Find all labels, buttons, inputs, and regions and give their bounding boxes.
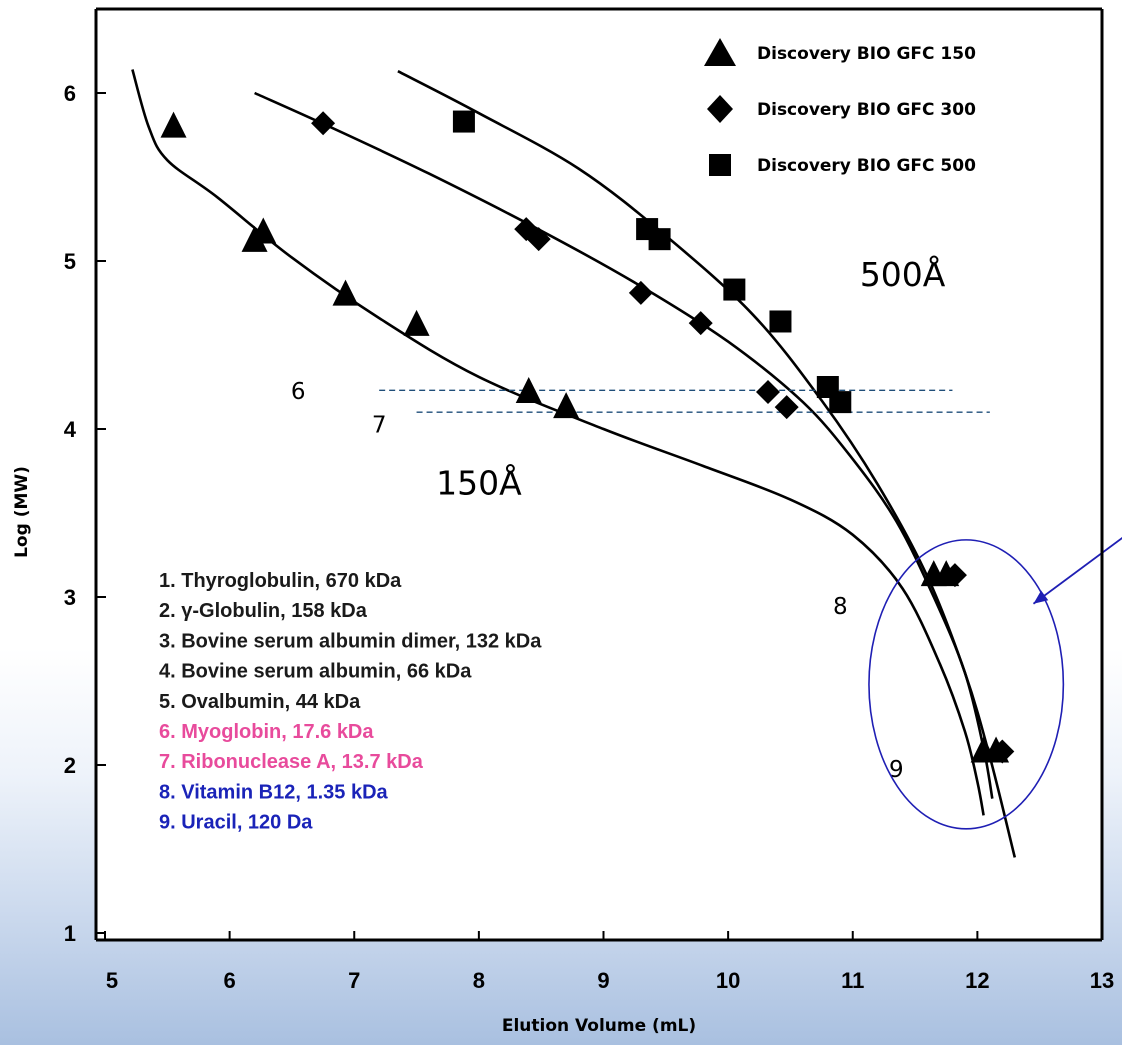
- x-tick-label: 5: [106, 968, 118, 993]
- compound-list-item: 7. Ribonuclease A, 13.7 kDa: [159, 751, 424, 773]
- data-markers: [160, 110, 1015, 764]
- legend-entry-label: Discovery BIO GFC 300: [757, 100, 976, 120]
- data-point-diamond: [942, 563, 967, 588]
- compound-list-item: 6. Myoglobin, 17.6 kDa: [159, 721, 374, 743]
- low-mw-highlight: [868, 536, 1122, 830]
- compound-list-item: 4. Bovine serum albumin, 66 kDa: [159, 661, 472, 683]
- x-tick-label: 12: [965, 968, 989, 993]
- data-point-diamond: [526, 227, 551, 252]
- data-point-triangle: [403, 309, 430, 336]
- data-point-square: [648, 228, 671, 251]
- x-axis-title: Elution Volume (mL): [502, 1016, 696, 1036]
- y-tick-label: 6: [64, 81, 76, 106]
- x-tick-label: 6: [224, 968, 236, 993]
- x-tick-label: 8: [473, 968, 485, 993]
- fit-curve-square: [397, 70, 1017, 858]
- data-point-diamond: [628, 280, 653, 305]
- legend-marker-diamond: [707, 95, 733, 123]
- peak-number-label: 9: [889, 757, 904, 783]
- y-tick-label: 3: [64, 585, 76, 610]
- data-point-square: [829, 391, 852, 414]
- legend-entry-label: Discovery BIO GFC 500: [757, 156, 976, 176]
- x-tick-label: 7: [348, 968, 360, 993]
- compound-list-item: 5. Ovalbumin, 44 kDa: [159, 691, 361, 713]
- x-tick-label: 10: [716, 968, 740, 993]
- data-point-square: [723, 278, 746, 301]
- highlight-ellipse: [868, 539, 1065, 830]
- compound-list-item: 1. Thyroglobulin, 670 kDa: [159, 570, 402, 592]
- y-tick-label: 4: [64, 417, 77, 442]
- y-tick-label: 5: [64, 249, 76, 274]
- y-axis-title: Log (MW): [12, 466, 32, 558]
- compound-list: 1. Thyroglobulin, 670 kDa 2. γ-Globulin, …: [159, 570, 542, 834]
- x-tick-label: 9: [597, 968, 609, 993]
- pointer-arrow: [1032, 536, 1122, 605]
- compound-list-item: 8. Vitamin B12, 1.35 kDa: [159, 781, 389, 803]
- legend-entry-label: Discovery BIO GFC 150: [757, 44, 976, 64]
- data-point-diamond: [774, 395, 799, 420]
- x-tick-label: 13: [1090, 968, 1114, 993]
- y-tick-label: 1: [64, 921, 76, 946]
- compound-list-item: 9. Uracil, 120 Da: [159, 812, 313, 834]
- data-point-square: [452, 110, 475, 133]
- data-point-triangle: [553, 392, 580, 419]
- peak-number-label: 8: [833, 594, 848, 620]
- annotations: 500Å 150Å 6 7 8 9: [291, 254, 946, 783]
- data-point-diamond: [990, 739, 1015, 764]
- data-point-diamond: [688, 311, 713, 336]
- reference-lines: [379, 389, 990, 413]
- y-tick-label: 2: [64, 753, 76, 778]
- compound-list-item: 2. γ-Globulin, 158 kDa: [159, 600, 368, 622]
- data-point-square: [769, 310, 792, 333]
- peak-number-label: 6: [291, 379, 306, 405]
- fit-curve-triangle: [131, 69, 985, 816]
- fit-curves: [131, 69, 1017, 858]
- data-point-triangle: [250, 217, 277, 244]
- legend: Discovery BIO GFC 150 Discovery BIO GFC 3…: [704, 38, 976, 176]
- data-point-diamond: [756, 380, 781, 405]
- data-point-triangle: [160, 111, 187, 138]
- data-point-triangle: [515, 377, 542, 404]
- compound-list-item: 3. Bovine serum albumin dimer, 132 kDa: [159, 630, 542, 652]
- plot-area: [96, 9, 1102, 940]
- legend-marker-triangle: [704, 38, 736, 66]
- legend-marker-square: [709, 154, 731, 176]
- pore-size-label: 500Å: [860, 254, 946, 294]
- data-point-diamond: [311, 111, 336, 136]
- peak-number-label: 7: [372, 412, 387, 438]
- y-axis-ticks: 1 2 3 4 5 6: [64, 81, 106, 946]
- data-point-triangle: [332, 279, 359, 306]
- pore-size-label: 150Å: [436, 463, 522, 503]
- x-tick-label: 11: [841, 968, 864, 993]
- x-axis-ticks: 5 6 7 8 9 10 11 12 13: [104, 931, 1114, 993]
- pointer-arrowhead: [1033, 590, 1049, 604]
